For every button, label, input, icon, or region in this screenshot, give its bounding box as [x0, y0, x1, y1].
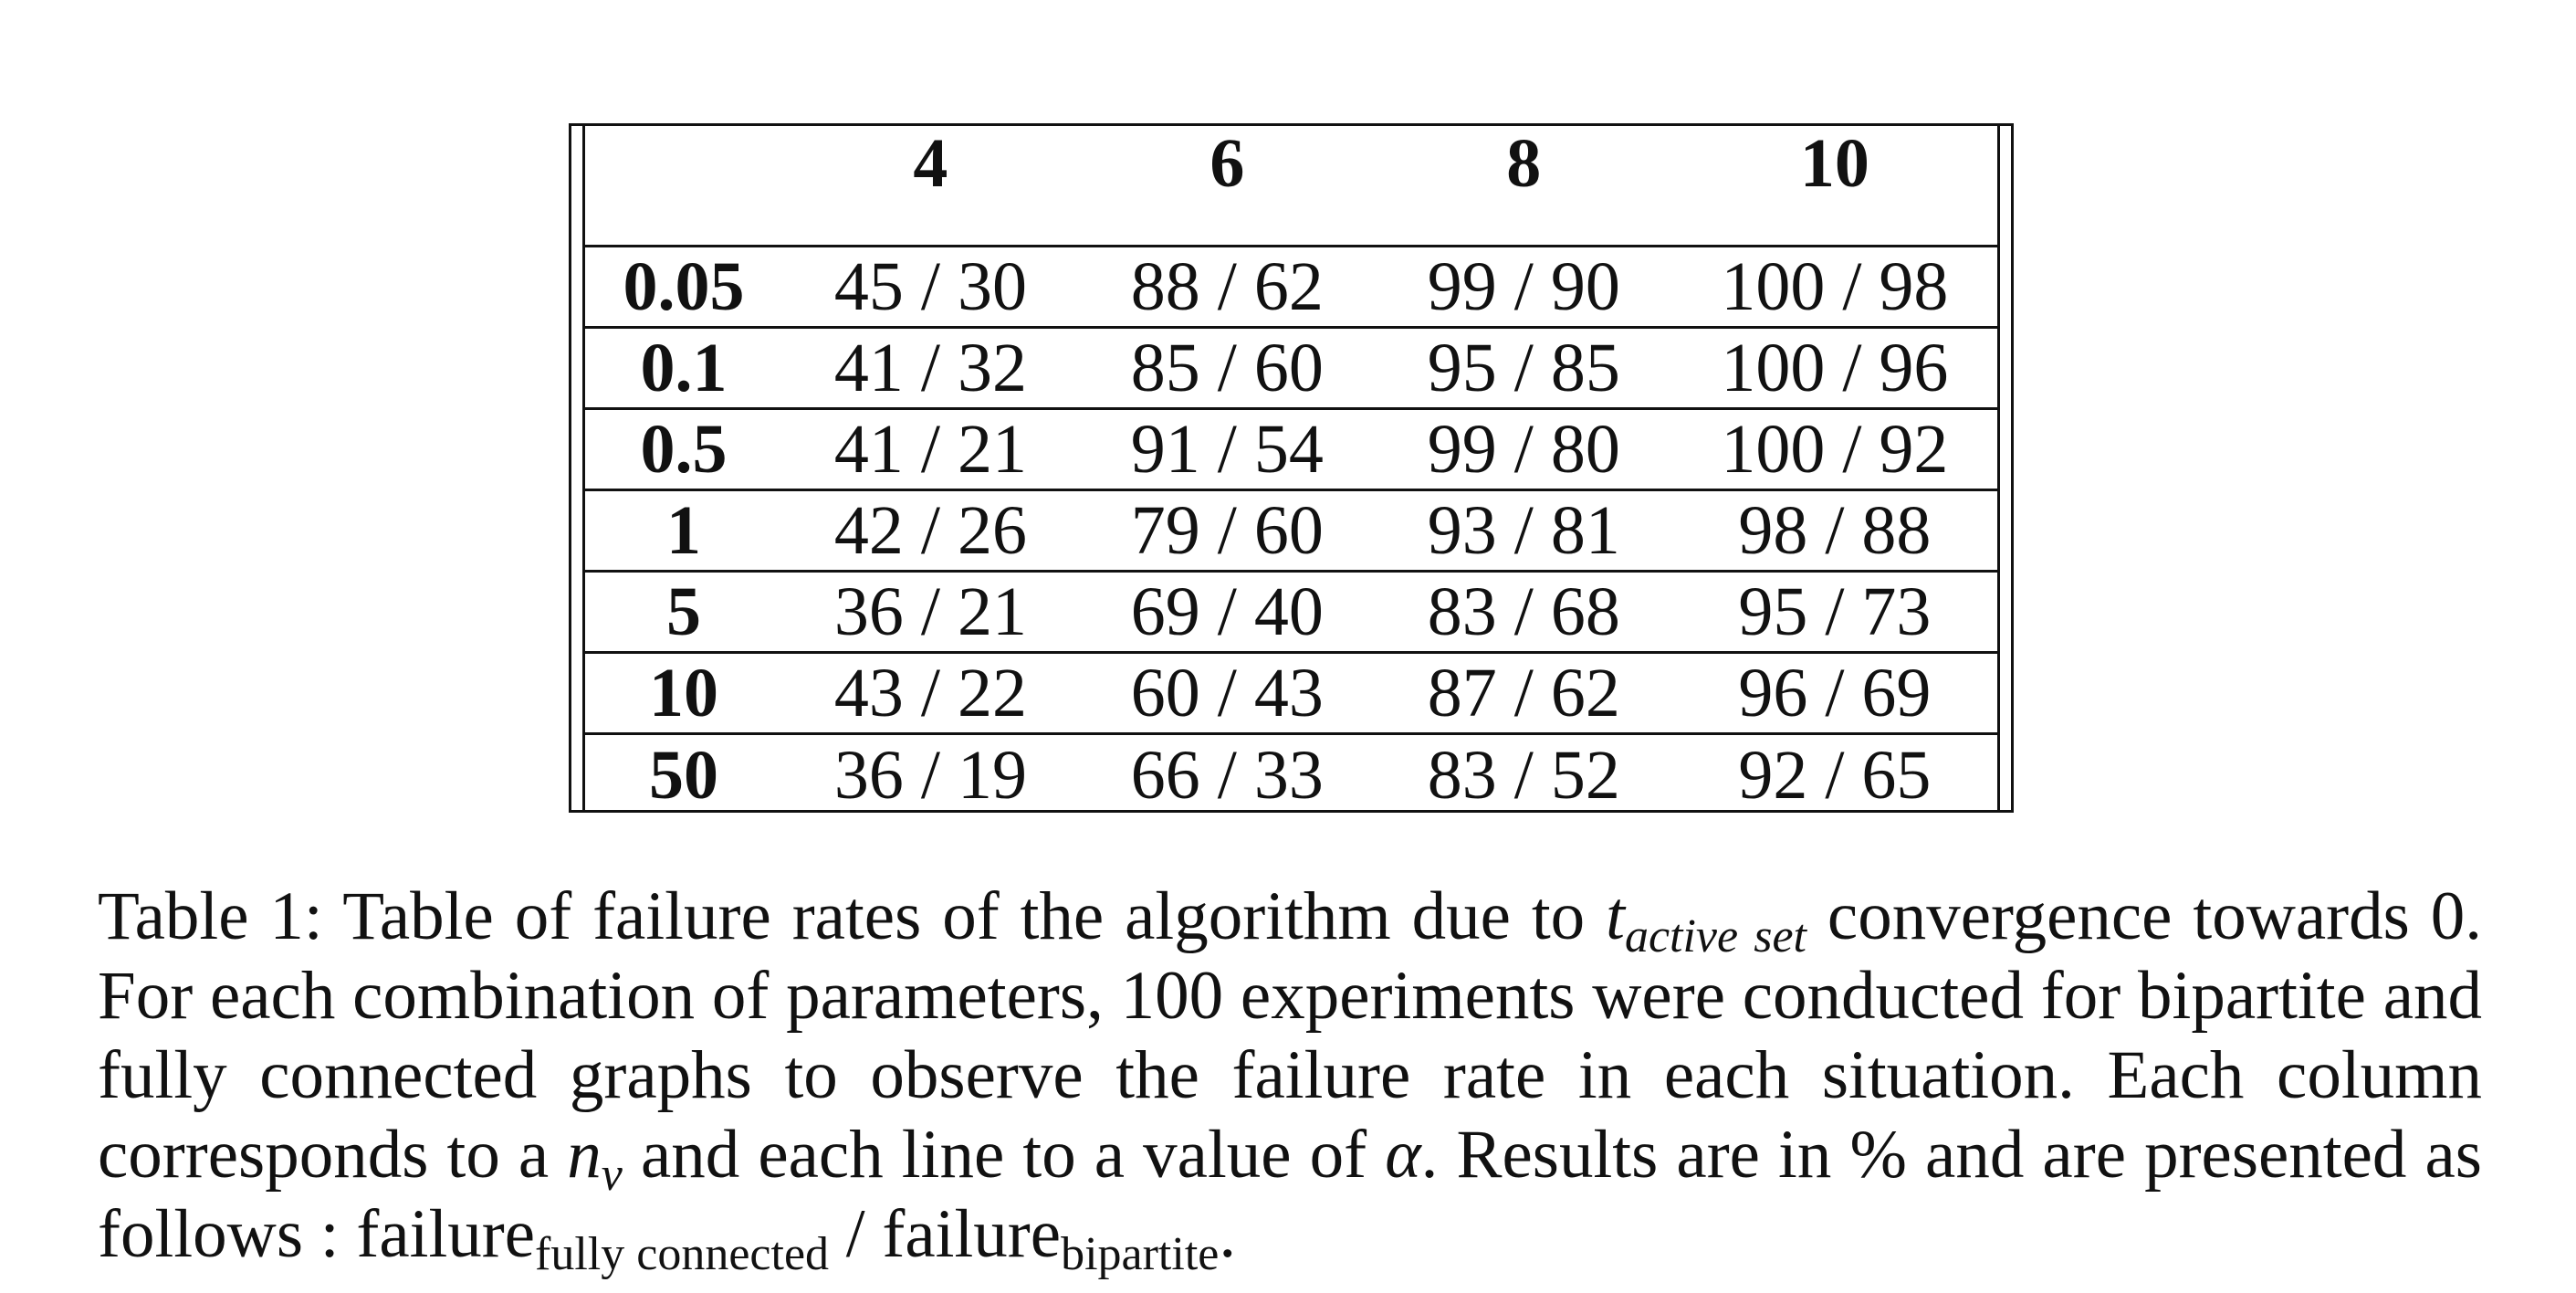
table-cell: 41 / 32 [781, 326, 1079, 409]
table-cell: 96 / 69 [1671, 651, 1997, 734]
math-symbol: t [1606, 878, 1625, 954]
table-header: 4 6 8 10 [585, 126, 1997, 247]
table-cell: 69 / 40 [1078, 570, 1376, 653]
bipartite-subscript: bipartite [1061, 1228, 1220, 1280]
fully-connected-subscript: fully connected [535, 1228, 830, 1280]
t-active-set-symbol: tactive set [1606, 878, 1806, 961]
row-label: 0.1 [585, 326, 782, 409]
table-cell: 36 / 19 [781, 732, 1079, 815]
table-cell: 41 / 21 [781, 407, 1079, 490]
header-corner-cell [585, 126, 782, 247]
table-cell: 100 / 92 [1671, 407, 1997, 490]
table-cell: 79 / 60 [1078, 489, 1376, 572]
caption-text: . [1219, 1196, 1237, 1272]
column-header: 6 [1078, 126, 1376, 247]
math-subscript: active set [1624, 910, 1806, 962]
table-cell: 95 / 73 [1671, 570, 1997, 653]
table-row: 0.1 41 / 32 85 / 60 95 / 85 100 / 96 [585, 326, 1997, 409]
table-row: 1 42 / 26 79 / 60 93 / 81 98 / 88 [585, 489, 1997, 572]
math-subscript: v [601, 1149, 623, 1201]
table-cell: 83 / 52 [1375, 732, 1672, 815]
table-cell: 60 / 43 [1078, 651, 1376, 734]
results-table-inner-frame: 4 6 8 10 0.05 45 / 30 88 / 62 99 / 90 10… [582, 126, 2000, 815]
table-cell: 87 / 62 [1375, 651, 1672, 734]
failure-rates-table: 4 6 8 10 0.05 45 / 30 88 / 62 99 / 90 10… [585, 126, 1997, 815]
table-row: 5 36 / 21 69 / 40 83 / 68 95 / 73 [585, 570, 1997, 653]
row-label: 0.5 [585, 407, 782, 490]
table-cell: 45 / 30 [833, 248, 1027, 325]
row-label: 50 [585, 732, 782, 815]
table-cell: 43 / 22 [781, 651, 1079, 734]
table-cell: 92 / 65 [1671, 732, 1997, 815]
table-body: 0.05 45 / 30 88 / 62 99 / 90 100 / 98 0.… [585, 247, 1997, 815]
table-cell: 66 / 33 [1078, 732, 1376, 815]
table-row: 10 43 / 22 60 / 43 87 / 62 96 / 69 [585, 651, 1997, 734]
math-symbol: n [567, 1117, 602, 1193]
table-row: 0.05 45 / 30 88 / 62 99 / 90 100 / 98 [585, 247, 1997, 328]
row-label: 0.05 [623, 248, 745, 325]
table-cell: 36 / 21 [781, 570, 1079, 653]
table-row: 50 36 / 19 66 / 33 83 / 52 92 / 65 [585, 732, 1997, 815]
table-cell: 100 / 96 [1671, 326, 1997, 409]
table-cell: 88 / 62 [1130, 248, 1324, 325]
column-header: 10 [1671, 126, 1997, 247]
row-label: 1 [585, 489, 782, 572]
table-cell: 95 / 85 [1375, 326, 1672, 409]
results-table-frame: 4 6 8 10 0.05 45 / 30 88 / 62 99 / 90 10… [569, 123, 2014, 815]
table-cell: 99 / 90 [1427, 248, 1620, 325]
alpha-symbol: α [1385, 1117, 1421, 1193]
caption-text: and each line to a value of [622, 1117, 1386, 1193]
table-cell: 100 / 98 [1721, 248, 1949, 325]
table-cell: 93 / 81 [1375, 489, 1672, 572]
table-cell: 99 / 80 [1375, 407, 1672, 490]
column-header: 4 [781, 126, 1079, 247]
caption-text: / failure [829, 1196, 1062, 1272]
column-header: 8 [1375, 126, 1672, 247]
table-cell: 83 / 68 [1375, 570, 1672, 653]
row-label: 5 [585, 570, 782, 653]
caption-text: Table 1: Table of failure rates of the a… [98, 878, 1607, 954]
n-v-symbol: nv [567, 1117, 623, 1199]
header-row: 4 6 8 10 [585, 126, 1997, 247]
table-cell: 85 / 60 [1078, 326, 1376, 409]
table-cell: 91 / 54 [1078, 407, 1376, 490]
caption-text: convergence to­wards 0. For each combina… [98, 878, 2482, 1193]
table-cell: 42 / 26 [781, 489, 1079, 572]
table-caption: Table 1: Table of failure rates of the a… [98, 877, 2482, 1278]
row-label: 10 [585, 651, 782, 734]
table-cell: 98 / 88 [1671, 489, 1997, 572]
table-row: 0.5 41 / 21 91 / 54 99 / 80 100 / 92 [585, 407, 1997, 490]
caption-text: . Results are in % and are presented as … [98, 1117, 2482, 1272]
